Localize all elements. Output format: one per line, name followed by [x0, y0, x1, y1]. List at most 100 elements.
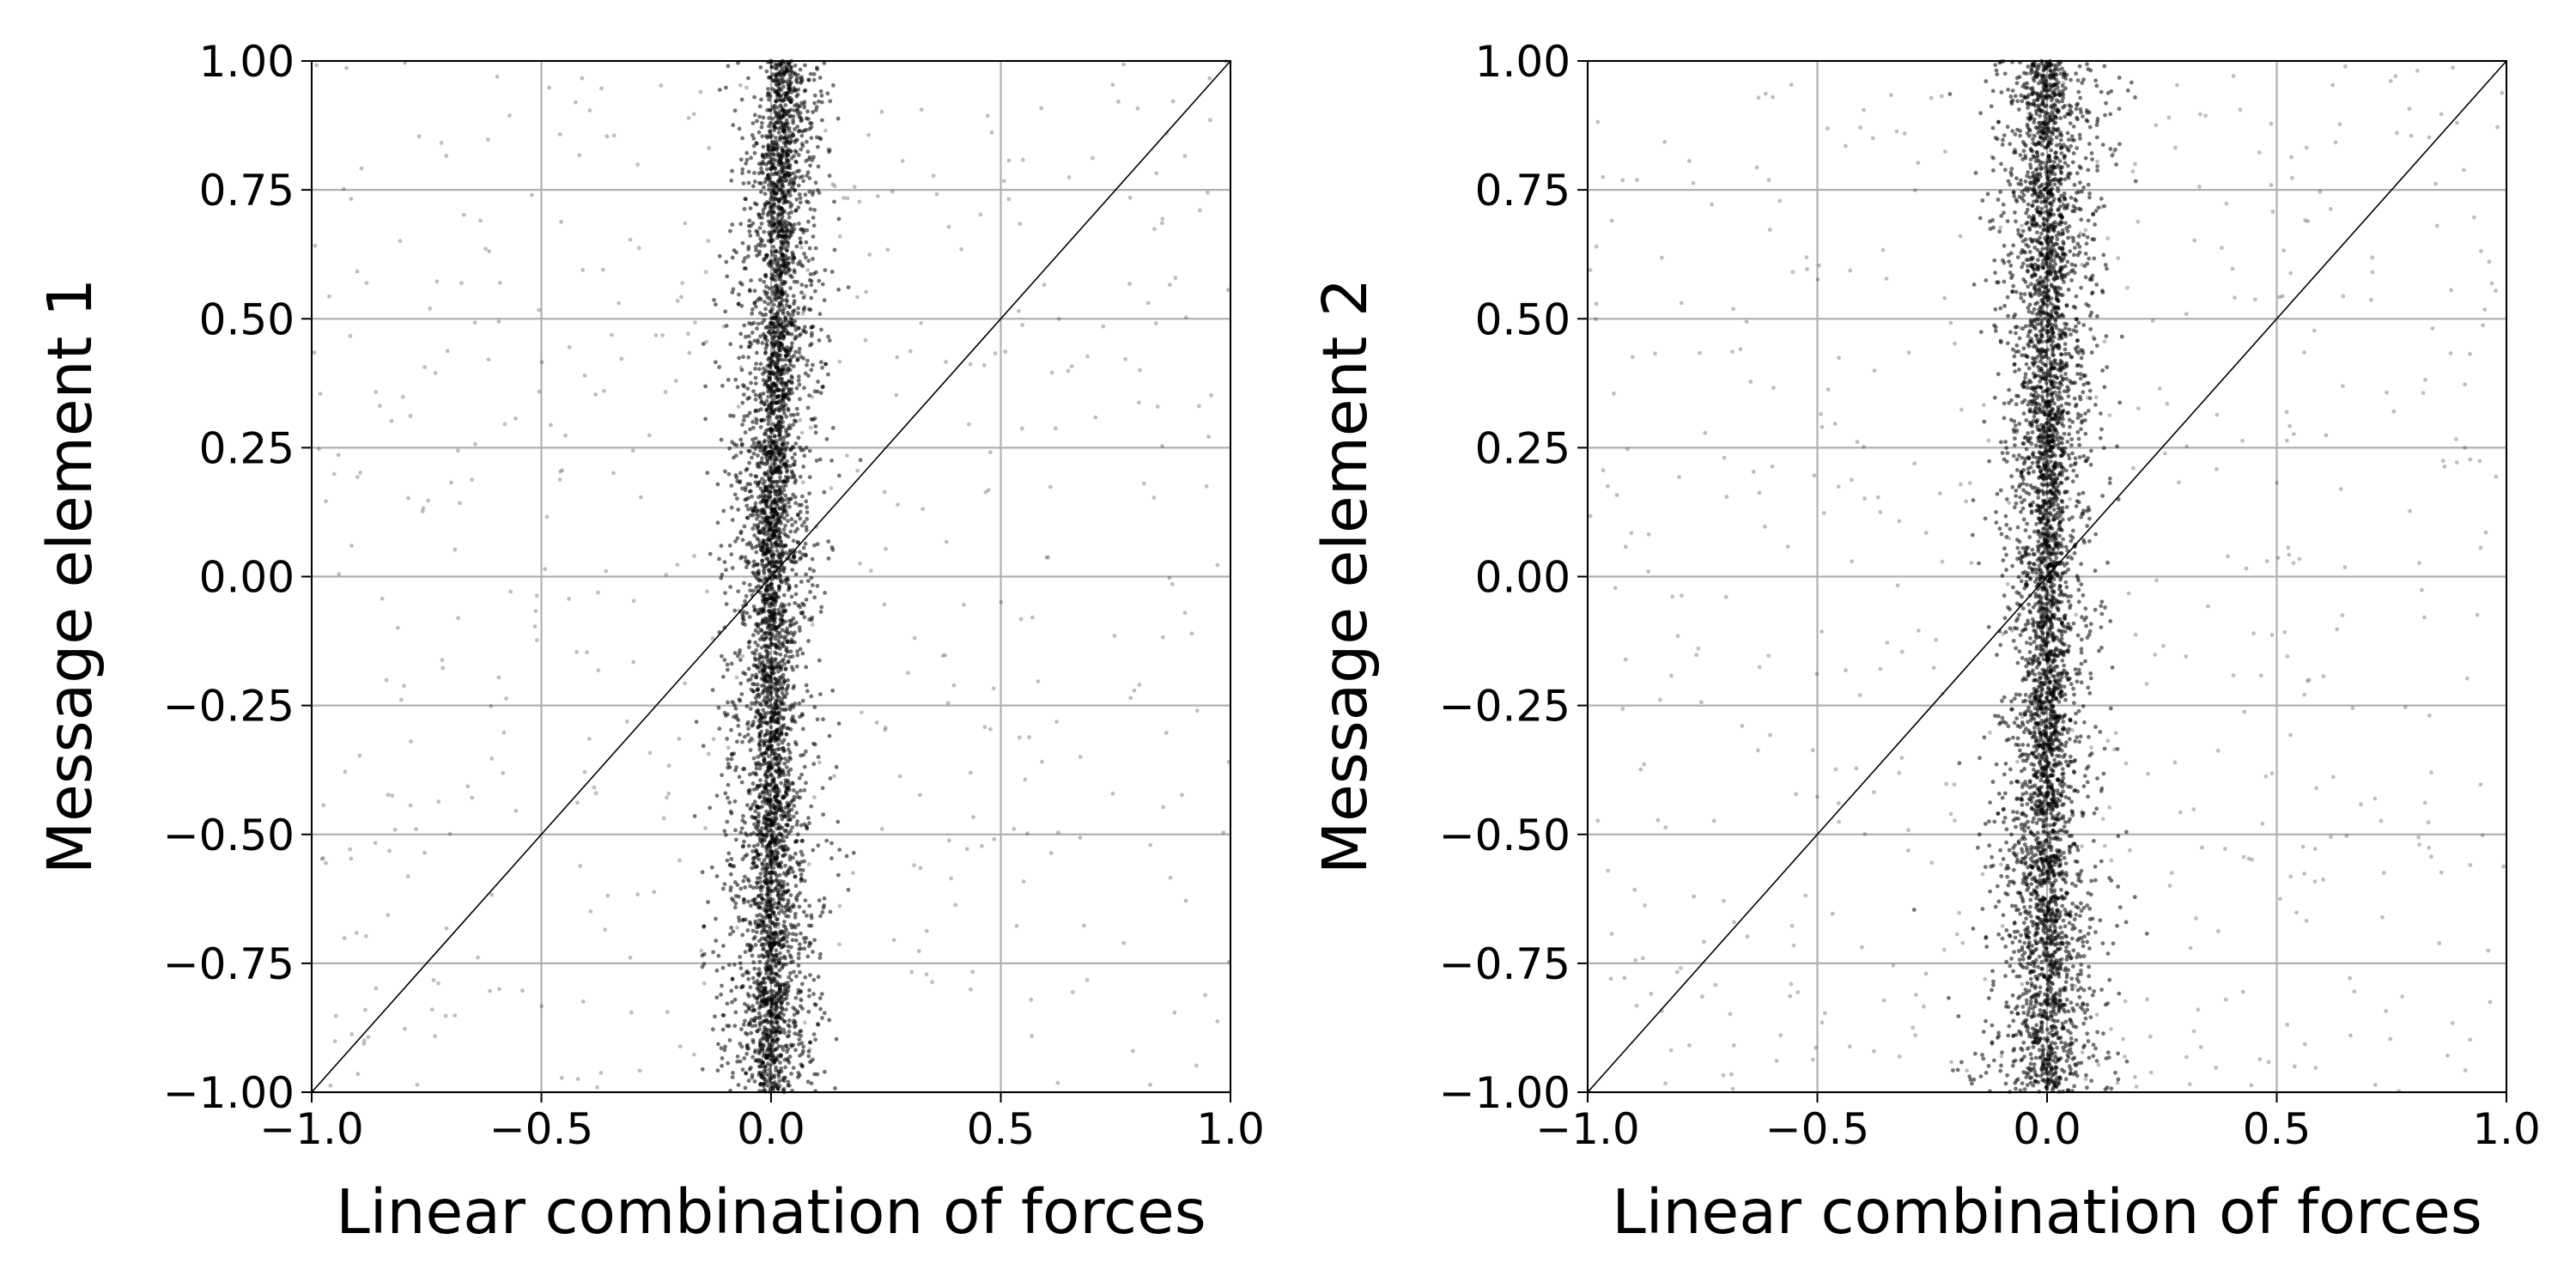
scatter-point	[774, 591, 778, 596]
scatter-point	[747, 772, 752, 777]
scatter-point	[785, 1056, 790, 1061]
scatter-point	[818, 692, 823, 696]
scatter-point	[798, 175, 803, 180]
scatter-point	[817, 658, 822, 663]
scatter-point	[769, 484, 774, 489]
scatter-point	[798, 236, 803, 241]
scatter-point	[783, 1065, 787, 1070]
scatter-point	[1023, 777, 1028, 782]
scatter-point	[752, 865, 757, 870]
scatter-point	[945, 701, 951, 705]
scatter-point	[747, 218, 752, 223]
scatter-point	[788, 623, 793, 627]
scatter-point	[758, 190, 763, 194]
scatter-point	[784, 229, 789, 234]
scatter-point	[787, 1018, 792, 1023]
scatter-point	[805, 268, 810, 272]
scatter-point	[714, 916, 718, 921]
scatter-point	[980, 843, 984, 848]
scatter-point	[787, 1054, 793, 1059]
scatter-point	[733, 837, 738, 842]
scatter-point	[738, 961, 743, 966]
scatter-point	[806, 200, 811, 205]
scatter-point	[778, 94, 782, 99]
scatter-point	[507, 113, 512, 118]
scatter-point	[721, 324, 726, 329]
scatter-point	[586, 737, 592, 741]
scatter-point	[752, 966, 757, 971]
scatter-point	[796, 951, 801, 957]
scatter-point	[779, 727, 784, 732]
scatter-point	[1049, 370, 1054, 375]
scatter-point	[796, 378, 801, 383]
scatter-point	[787, 129, 792, 133]
scatter-point	[805, 362, 809, 368]
scatter-point	[1155, 404, 1160, 409]
scatter-point	[767, 788, 771, 793]
scatter-point	[743, 1085, 748, 1091]
scatter-point	[720, 1027, 726, 1032]
scatter-point	[700, 870, 705, 875]
scatter-point	[978, 212, 983, 217]
scatter-point	[770, 147, 775, 152]
scatter-point	[348, 333, 353, 338]
scatter-point	[574, 650, 579, 654]
scatter-point	[753, 771, 758, 776]
scatter-point	[752, 1050, 757, 1054]
scatter-point	[781, 270, 787, 274]
scatter-point	[766, 219, 771, 224]
scatter-point	[760, 558, 764, 563]
scatter-point	[747, 1005, 752, 1011]
scatter-point	[809, 1081, 814, 1086]
scatter-point	[744, 150, 750, 155]
scatter-point	[771, 937, 776, 941]
scatter-point	[1084, 978, 1090, 982]
scatter-point	[753, 501, 758, 506]
scatter-point	[751, 861, 756, 866]
scatter-point	[763, 274, 769, 279]
scatter-point	[759, 222, 764, 226]
scatter-point	[769, 408, 774, 412]
scatter-point	[706, 239, 711, 243]
scatter-point	[802, 519, 807, 525]
scatter-point	[745, 732, 750, 737]
scatter-point	[764, 398, 769, 404]
scatter-point	[762, 637, 767, 642]
scatter-point	[809, 136, 814, 141]
scatter-point	[784, 414, 789, 419]
scatter-point	[752, 652, 757, 656]
scatter-point	[787, 497, 793, 501]
scatter-point	[829, 270, 835, 274]
scatter-point	[717, 556, 721, 562]
scatter-point	[781, 200, 787, 205]
scatter-point	[875, 194, 880, 198]
scatter-point	[829, 545, 835, 550]
scatter-point	[751, 451, 756, 456]
scatter-point	[764, 728, 769, 733]
scatter-point	[802, 603, 806, 608]
scatter-point	[743, 1018, 747, 1024]
scatter-point	[769, 64, 774, 70]
scatter-point	[810, 556, 815, 562]
scatter-point	[779, 813, 783, 818]
scatter-point	[1039, 106, 1044, 111]
scatter-point	[796, 153, 801, 157]
scatter-point	[743, 885, 748, 890]
scatter-point	[420, 509, 425, 513]
scatter-point	[789, 186, 793, 191]
scatter-point	[770, 577, 775, 581]
scatter-point	[779, 756, 784, 761]
scatter-point	[747, 449, 752, 453]
scatter-point	[741, 418, 746, 422]
scatter-point	[746, 180, 751, 185]
scatter-point	[752, 301, 757, 306]
scatter-point	[751, 993, 756, 998]
scatter-point	[763, 325, 769, 330]
scatter-point	[766, 843, 771, 848]
scatter-point	[794, 938, 799, 943]
scatter-point	[733, 828, 738, 833]
scatter-point	[756, 367, 762, 372]
scatter-point	[747, 739, 752, 744]
scatter-point	[757, 794, 762, 799]
scatter-point	[757, 701, 762, 706]
